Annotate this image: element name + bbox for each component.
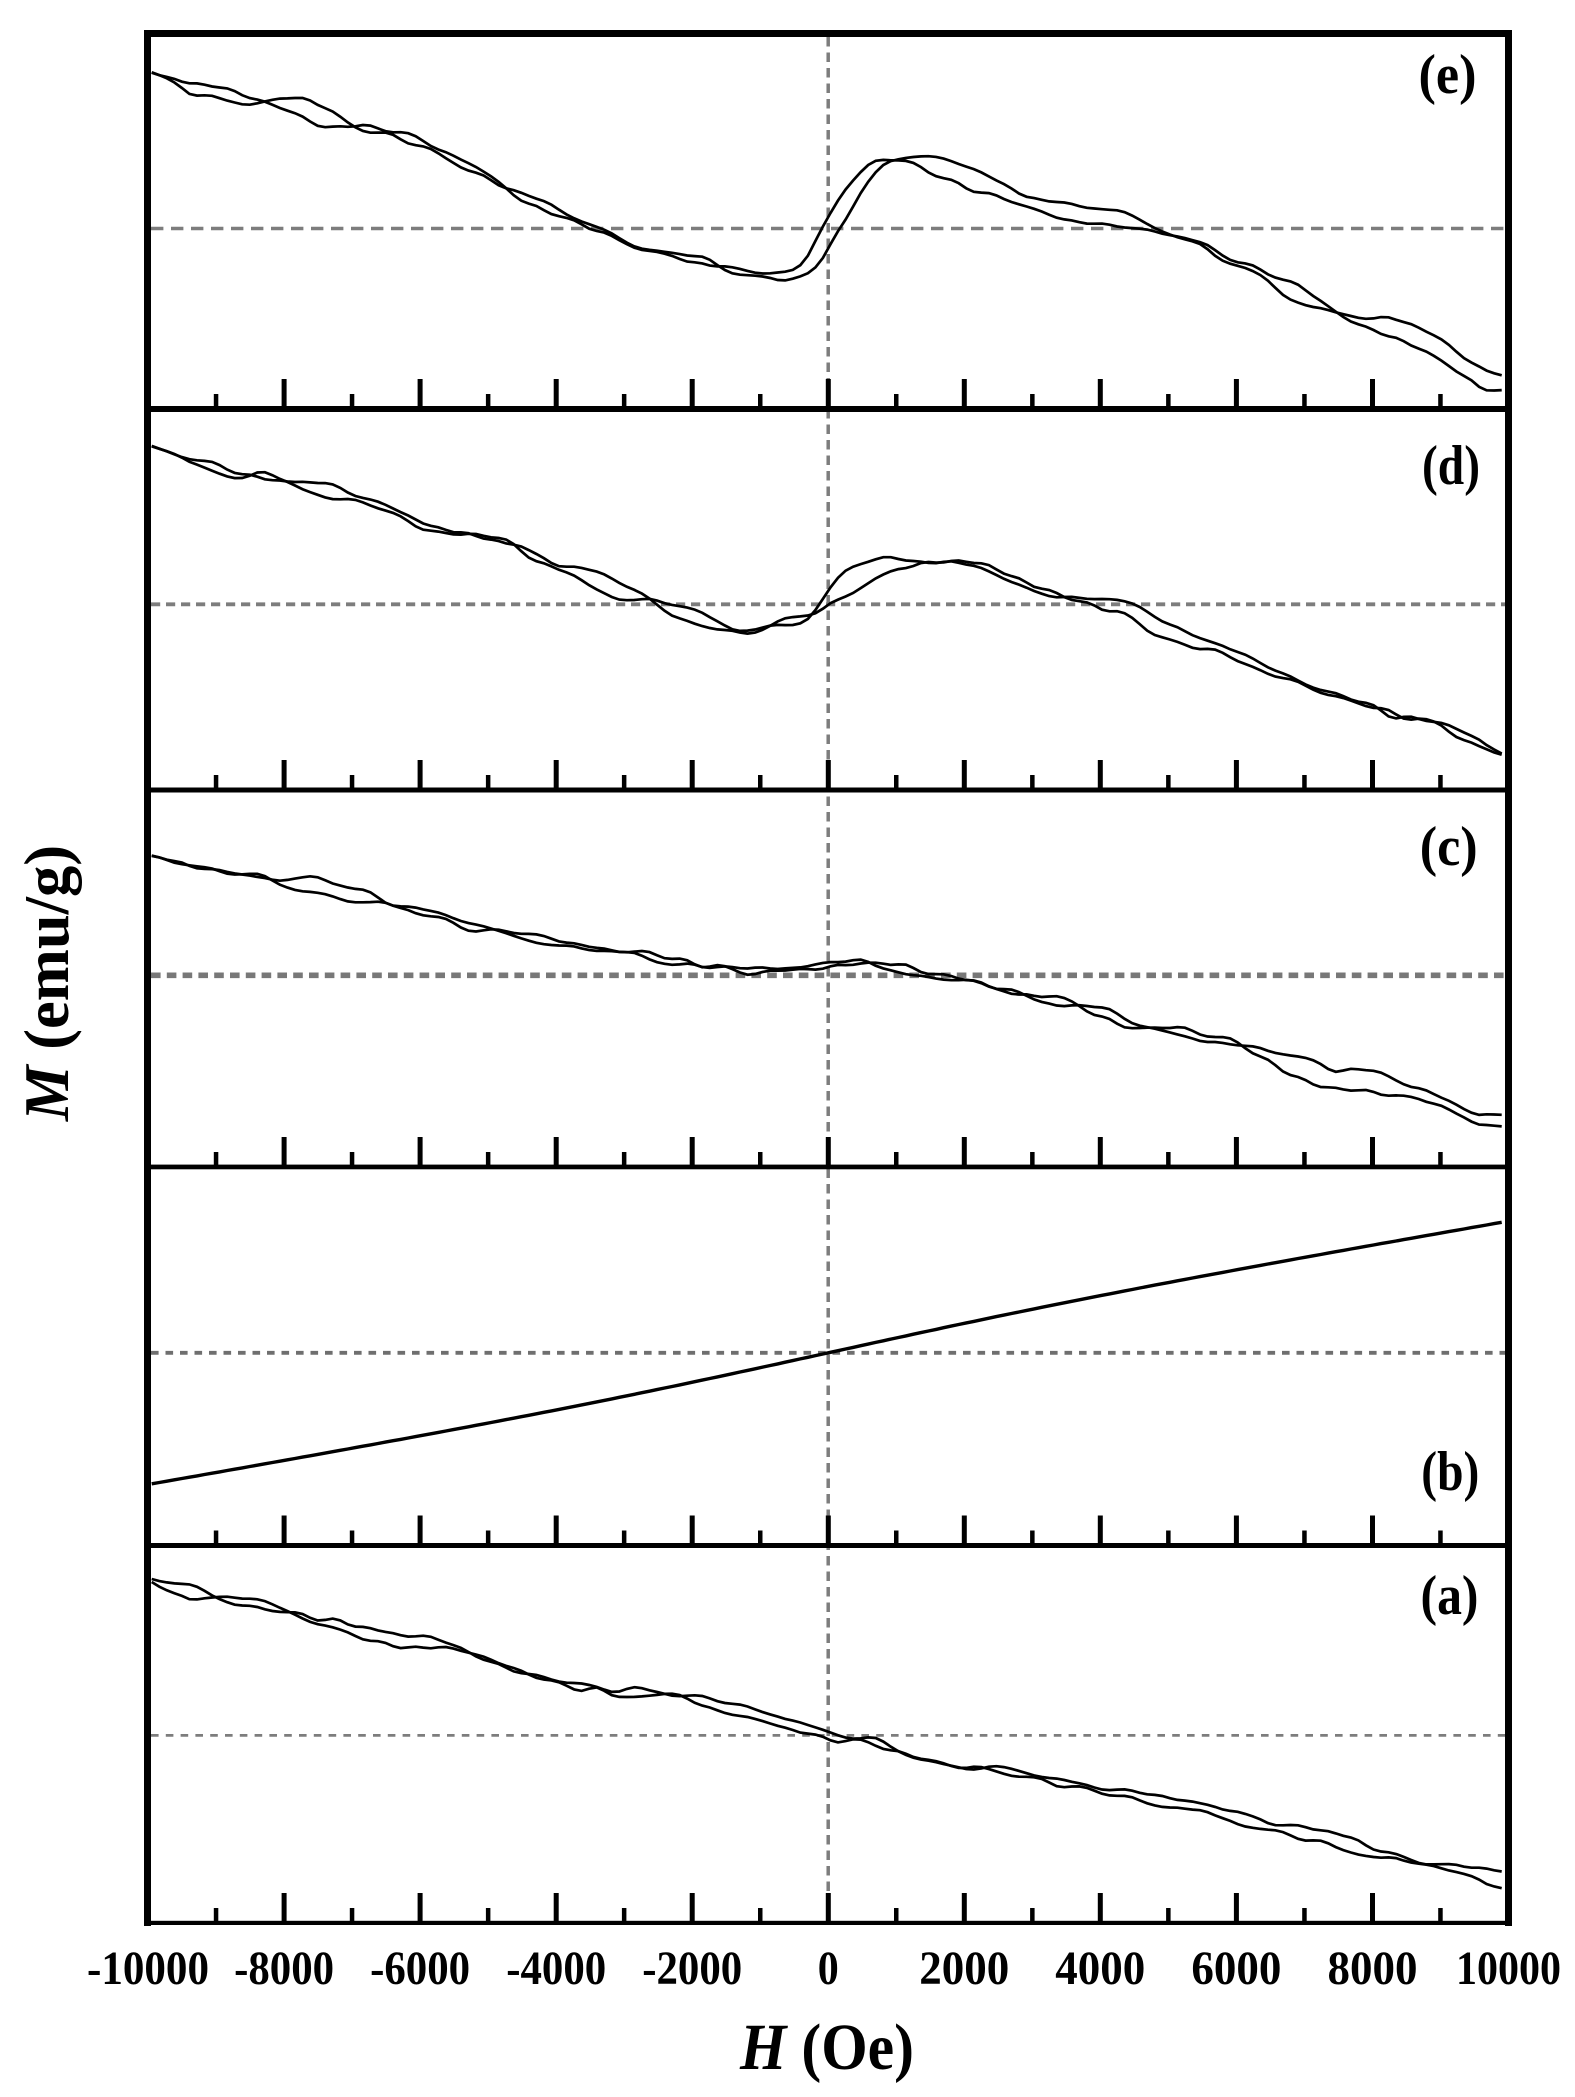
svg-text:6000: 6000 bbox=[1191, 1942, 1281, 1995]
svg-text:8000: 8000 bbox=[1328, 1942, 1418, 1995]
svg-text:-6000: -6000 bbox=[370, 1942, 470, 1995]
svg-text:(e): (e) bbox=[1419, 44, 1477, 106]
svg-text:(a): (a) bbox=[1421, 1565, 1479, 1627]
svg-text:-8000: -8000 bbox=[234, 1942, 334, 1995]
svg-text:4000: 4000 bbox=[1055, 1942, 1145, 1995]
svg-text:2000: 2000 bbox=[919, 1942, 1009, 1995]
svg-text:-10000: -10000 bbox=[87, 1942, 209, 1995]
svg-text:0: 0 bbox=[818, 1942, 839, 1995]
svg-text:(c): (c) bbox=[1420, 816, 1478, 878]
svg-text:(d): (d) bbox=[1422, 435, 1480, 497]
svg-text:H (Oe): H (Oe) bbox=[739, 2011, 914, 2084]
svg-text:-4000: -4000 bbox=[506, 1942, 606, 1995]
svg-text:-2000: -2000 bbox=[642, 1942, 742, 1995]
svg-text:(b): (b) bbox=[1421, 1441, 1479, 1503]
svg-text:M (emu/g): M (emu/g) bbox=[11, 845, 82, 1122]
svg-text:10000: 10000 bbox=[1456, 1942, 1561, 1995]
